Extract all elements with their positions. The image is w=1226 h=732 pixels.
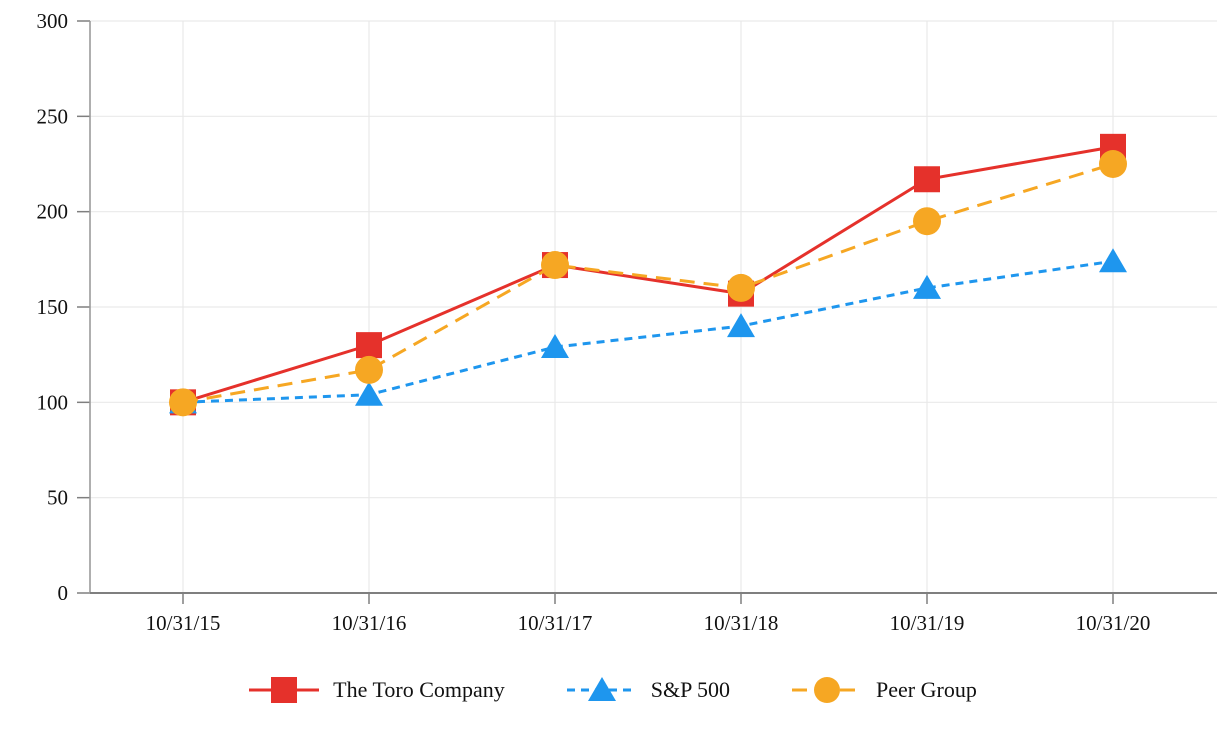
series-line-square	[182, 145, 1114, 404]
legend-circle-marker-icon	[814, 677, 841, 703]
y-axis-tick-label: 300	[37, 9, 69, 33]
x-axis-tick-label: 10/31/18	[704, 611, 779, 635]
sp500-line-marker-swatch	[566, 677, 637, 701]
data-point-circle-marker	[541, 251, 569, 280]
y-axis-tick-label: 250	[37, 104, 69, 128]
legend-item-peer-group: Peer Group	[792, 675, 977, 705]
legend-label-sp500: S&P 500	[650, 677, 731, 702]
y-axis-tick-label: 50	[47, 486, 68, 510]
data-point-triangle-marker	[355, 381, 383, 406]
legend-item-toro: The Toro Company	[249, 675, 505, 705]
y-axis-tick-label: 100	[37, 390, 69, 414]
chart-legend: The Toro Company S&P 500 Peer Group	[0, 660, 1226, 720]
toro-line-marker-swatch	[249, 677, 320, 703]
y-axis-tick-label: 200	[37, 200, 69, 224]
x-axis-tick-label: 10/31/17	[518, 611, 593, 635]
legend-triangle-marker-icon	[587, 677, 616, 701]
peer-group-line-marker-swatch	[792, 677, 863, 703]
data-point-circle-marker	[355, 355, 383, 384]
series-line-triangle	[182, 259, 1114, 404]
y-axis-tick-label: 150	[37, 295, 69, 319]
legend-square-marker-icon	[271, 677, 298, 703]
data-point-circle-marker	[169, 388, 197, 417]
x-axis-tick-label: 10/31/20	[1076, 611, 1151, 635]
data-point-square-marker	[914, 166, 940, 193]
data-point-triangle-marker	[727, 313, 755, 338]
data-point-circle-marker	[1099, 150, 1127, 178]
data-point-circle-marker	[727, 273, 755, 302]
data-point-triangle-marker	[913, 274, 941, 299]
legend-item-sp500: S&P 500	[566, 675, 731, 705]
series-line-circle	[182, 162, 1114, 404]
y-axis-tick-label: 0	[58, 581, 69, 605]
legend-label-peer-group: Peer Group	[876, 677, 977, 702]
data-point-triangle-marker	[1099, 248, 1127, 273]
data-point-triangle-marker	[541, 334, 569, 359]
data-point-circle-marker	[913, 207, 941, 236]
line-chart-plot-area: 0 50 100 150 200 250 300 10/31/15 10/31/16 10/31/…	[37, 9, 1217, 635]
x-axis-tick-label: 10/31/19	[890, 611, 965, 635]
data-point-square-marker	[356, 332, 382, 359]
legend-label-toro: The Toro Company	[333, 677, 505, 702]
x-axis-tick-label: 10/31/16	[332, 611, 407, 635]
x-axis-tick-label: 10/31/15	[146, 611, 221, 635]
